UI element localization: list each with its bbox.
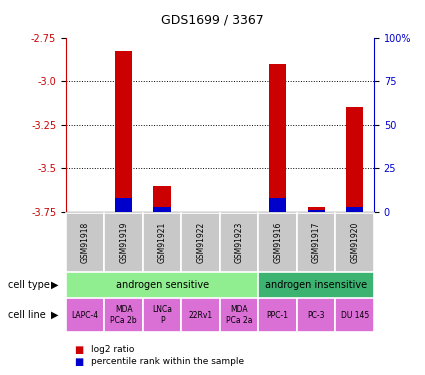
Bar bbox=[220, 213, 258, 272]
Bar bbox=[335, 298, 374, 332]
Text: PPC-1: PPC-1 bbox=[267, 310, 289, 320]
Bar bbox=[181, 213, 220, 272]
Text: GDS1699 / 3367: GDS1699 / 3367 bbox=[161, 13, 264, 26]
Bar bbox=[297, 213, 335, 272]
Bar bbox=[308, 210, 325, 212]
Text: PC-3: PC-3 bbox=[307, 310, 325, 320]
Bar bbox=[308, 207, 325, 212]
Bar bbox=[153, 186, 171, 212]
Bar bbox=[258, 298, 297, 332]
Bar bbox=[297, 298, 335, 332]
Text: ▶: ▶ bbox=[51, 280, 58, 290]
Text: LAPC-4: LAPC-4 bbox=[71, 310, 99, 320]
Bar bbox=[115, 198, 132, 212]
Text: GSM91922: GSM91922 bbox=[196, 222, 205, 263]
Text: 22Rv1: 22Rv1 bbox=[189, 310, 213, 320]
Bar bbox=[181, 298, 220, 332]
Text: LNCa
P: LNCa P bbox=[152, 305, 172, 325]
Bar bbox=[143, 298, 181, 332]
Bar bbox=[335, 213, 374, 272]
Bar bbox=[346, 207, 363, 212]
Bar bbox=[220, 298, 258, 332]
Text: GSM91921: GSM91921 bbox=[158, 222, 167, 263]
Bar bbox=[269, 198, 286, 212]
Bar bbox=[258, 272, 374, 298]
Bar bbox=[346, 107, 363, 212]
Bar bbox=[153, 207, 171, 212]
Text: GSM91917: GSM91917 bbox=[312, 222, 321, 263]
Text: GSM91920: GSM91920 bbox=[350, 222, 359, 263]
Bar bbox=[269, 64, 286, 212]
Bar bbox=[66, 272, 258, 298]
Bar bbox=[66, 213, 105, 272]
Text: ■: ■ bbox=[74, 345, 84, 354]
Text: percentile rank within the sample: percentile rank within the sample bbox=[91, 357, 244, 366]
Bar bbox=[66, 298, 105, 332]
Text: ■: ■ bbox=[74, 357, 84, 367]
Bar bbox=[258, 213, 297, 272]
Text: GSM91923: GSM91923 bbox=[235, 222, 244, 263]
Text: GSM91918: GSM91918 bbox=[81, 222, 90, 263]
Bar bbox=[105, 213, 143, 272]
Bar bbox=[105, 298, 143, 332]
Text: log2 ratio: log2 ratio bbox=[91, 345, 135, 354]
Text: ▶: ▶ bbox=[51, 310, 58, 320]
Text: MDA
PCa 2b: MDA PCa 2b bbox=[110, 305, 137, 325]
Text: DU 145: DU 145 bbox=[340, 310, 369, 320]
Bar bbox=[143, 213, 181, 272]
Bar bbox=[115, 51, 132, 212]
Text: cell line: cell line bbox=[8, 310, 46, 320]
Text: GSM91919: GSM91919 bbox=[119, 222, 128, 263]
Text: androgen sensitive: androgen sensitive bbox=[116, 280, 209, 290]
Text: cell type: cell type bbox=[8, 280, 51, 290]
Text: androgen insensitive: androgen insensitive bbox=[265, 280, 367, 290]
Text: MDA
PCa 2a: MDA PCa 2a bbox=[226, 305, 252, 325]
Text: GSM91916: GSM91916 bbox=[273, 222, 282, 263]
